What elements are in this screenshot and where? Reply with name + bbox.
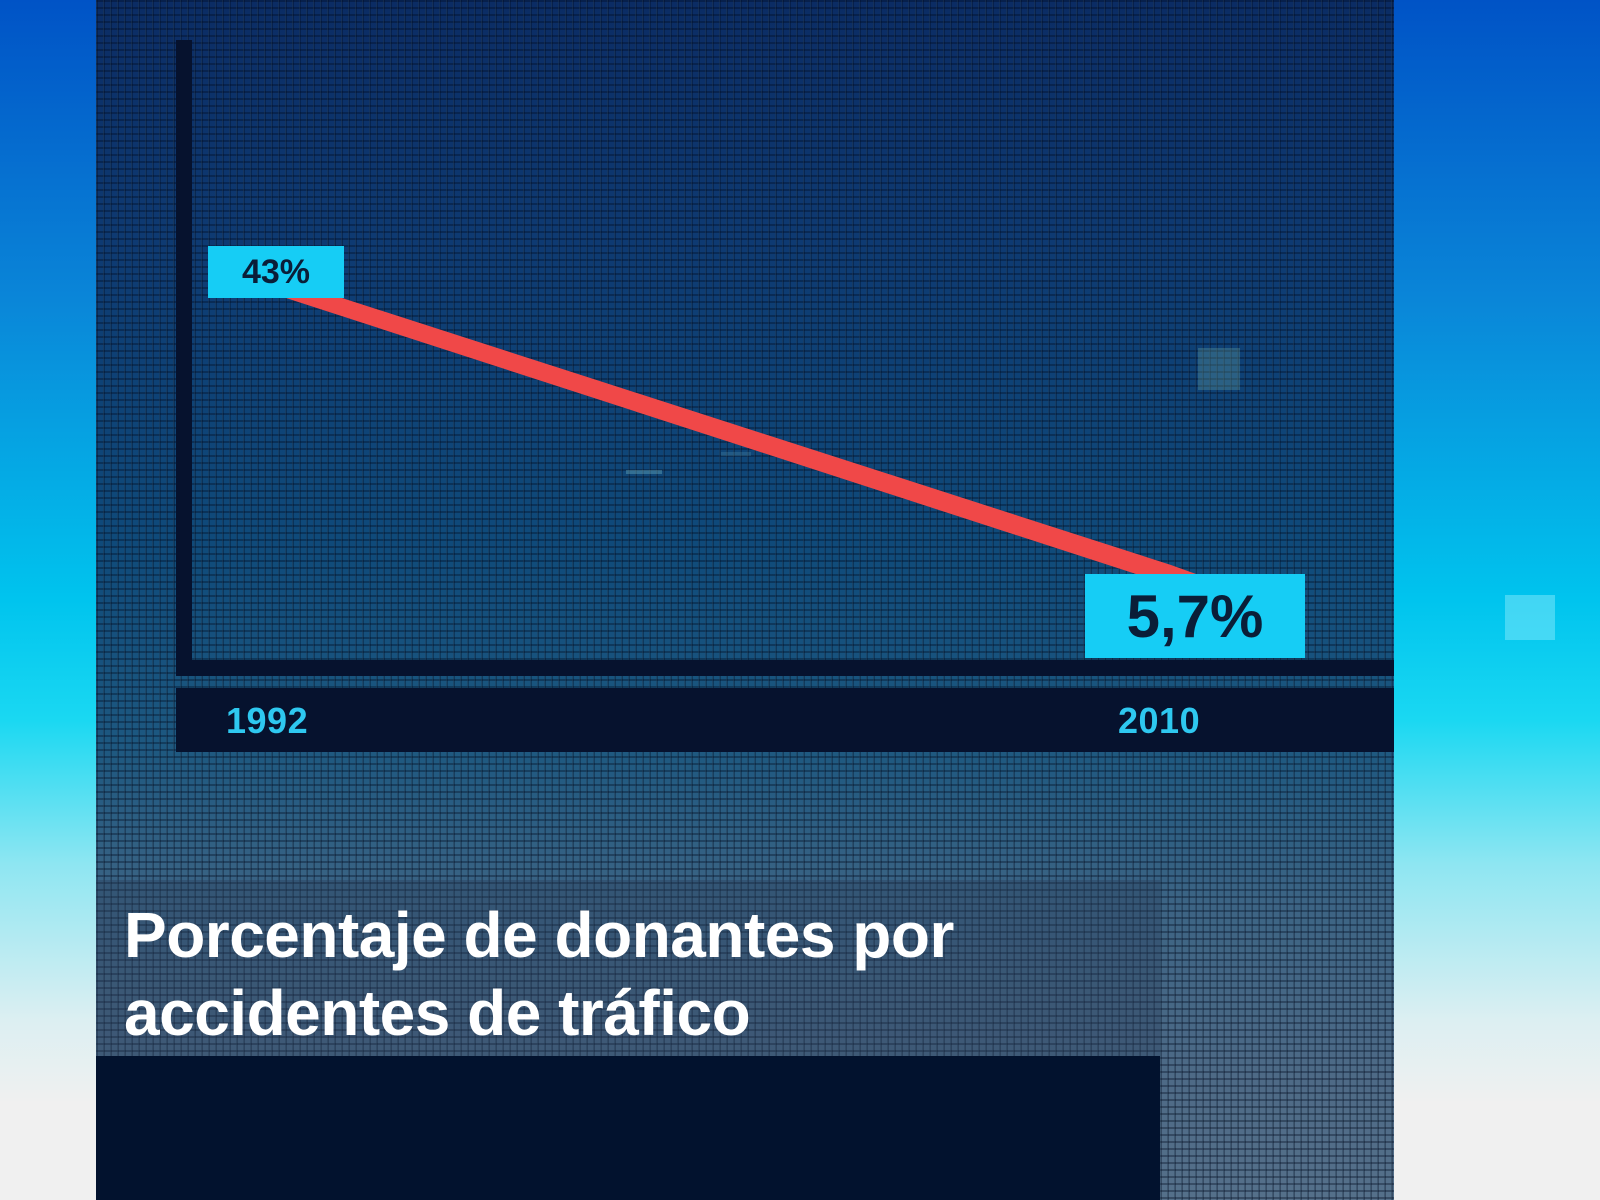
chart-title: Porcentaje de donantes por accidentes de…	[124, 896, 1154, 1052]
trend-line	[286, 298, 1196, 574]
x-axis-label-band	[176, 688, 1394, 752]
data-label-end: 5,7%	[1085, 574, 1305, 658]
data-label-end-text: 5,7%	[1126, 582, 1264, 650]
decorative-dash	[721, 452, 751, 456]
data-label-start-text: 43%	[241, 252, 311, 291]
decorative-square	[1198, 348, 1240, 390]
chart-title-line-2: accidentes de tráfico	[124, 977, 751, 1049]
trend-line-segment	[286, 298, 1196, 574]
x-tick-label-end: 2010	[1118, 700, 1201, 741]
background-glow-square	[1505, 595, 1555, 640]
title-background	[96, 880, 1160, 1056]
decorative-dash	[626, 470, 662, 474]
y-axis	[176, 40, 192, 676]
chart-title-line-1: Porcentaje de donantes por	[124, 899, 954, 971]
x-tick-label-start: 1992	[226, 700, 309, 741]
x-axis	[176, 660, 1394, 676]
footer-panel	[96, 1056, 1160, 1200]
chart-panel: 43% 5,7% 1992 2010 Porcentaje de donante…	[96, 0, 1394, 1200]
data-label-start: 43%	[208, 246, 344, 298]
